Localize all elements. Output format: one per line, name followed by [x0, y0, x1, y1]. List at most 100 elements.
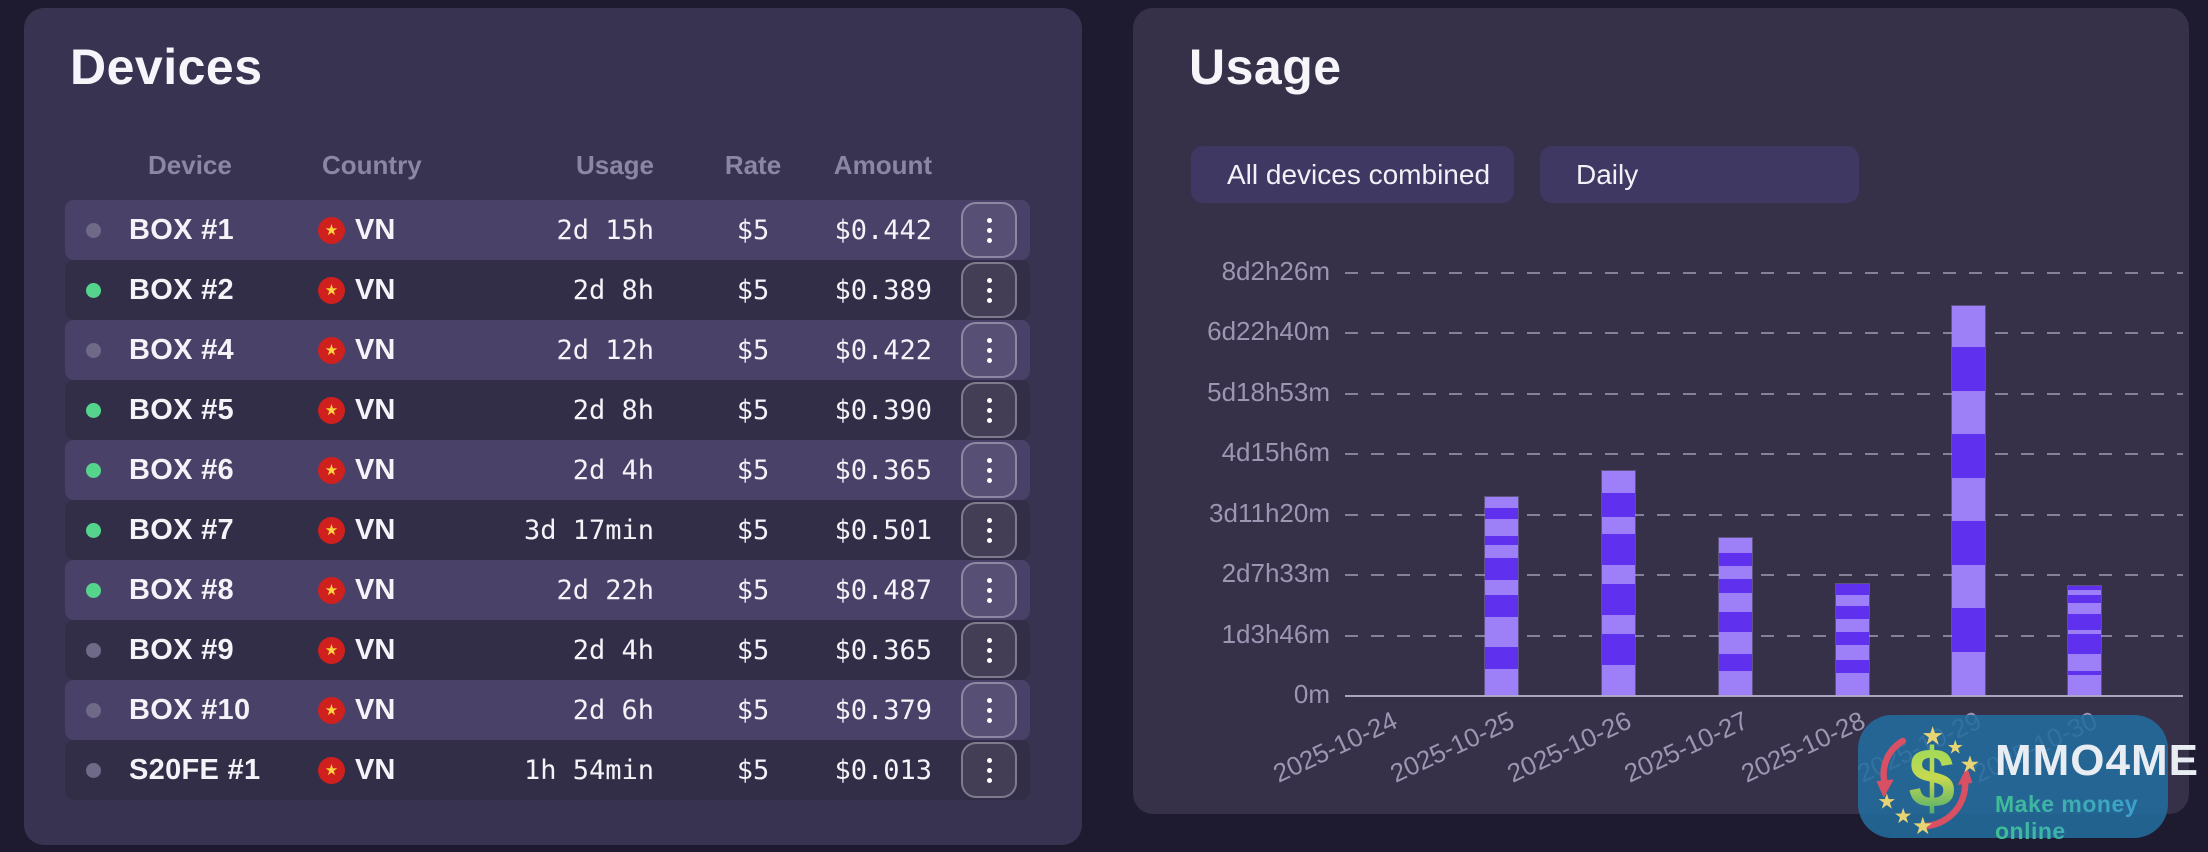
- status-cell: [85, 380, 101, 440]
- row-actions-kebab-button[interactable]: [961, 262, 1017, 318]
- usage-bar-segment: [1484, 557, 1518, 580]
- vietnam-flag-icon: ★: [318, 696, 345, 724]
- usage-bar-segment: [1718, 566, 1752, 580]
- usage-bar-segment: [2067, 594, 2101, 604]
- usage-bar-segment: [1718, 612, 1752, 632]
- usage-bar-2025-10-28[interactable]: [1835, 584, 1869, 695]
- amount-value: $0.365: [834, 454, 932, 486]
- svg-text:★: ★: [1877, 791, 1896, 814]
- country-cell: ★ VN: [318, 320, 395, 380]
- gridline: [1345, 634, 2183, 637]
- country-code: VN: [355, 633, 396, 666]
- usage-bar-segment: [2067, 633, 2101, 654]
- period-filter-select[interactable]: Daily: [1540, 146, 1859, 203]
- usage-bar-segment: [2067, 586, 2101, 591]
- vietnam-flag-icon: ★: [318, 456, 345, 484]
- usage-bar-segment: [1951, 651, 1985, 695]
- rate-value: $5: [736, 394, 770, 426]
- status-dot-offline: [85, 342, 101, 358]
- device-name: BOX #9: [129, 633, 234, 666]
- usage-bar-segment: [1484, 668, 1518, 695]
- table-row: BOX #9 ★ VN 2d 4h $5 $0.365: [65, 620, 1030, 680]
- country-code: VN: [355, 513, 396, 546]
- row-actions-kebab-button[interactable]: [961, 382, 1017, 438]
- device-name: BOX #1: [129, 213, 234, 246]
- svg-text:★: ★: [1894, 805, 1913, 828]
- usage-panel: Usage All devices combined Daily 0m 1d3h4…: [1133, 8, 2189, 814]
- gridline: [1345, 574, 2183, 577]
- row-actions-kebab-button[interactable]: [961, 442, 1017, 498]
- country-cell: ★ VN: [318, 380, 395, 440]
- table-row: BOX #7 ★ VN 3d 17min $5 $0.501: [65, 500, 1030, 560]
- x-axis-line: [1345, 695, 2183, 697]
- amount-value: $0.442: [834, 214, 932, 246]
- usage-bar-segment: [1951, 521, 1985, 565]
- table-row: BOX #8 ★ VN 2d 22h $5 $0.487: [65, 560, 1030, 620]
- usage-bar-segment: [1601, 584, 1635, 615]
- usage-bar-2025-10-29[interactable]: [1951, 306, 1985, 695]
- status-dot-online: [85, 582, 101, 598]
- row-actions-kebab-button[interactable]: [961, 622, 1017, 678]
- status-dot-offline: [85, 762, 101, 778]
- row-actions-kebab-button[interactable]: [961, 202, 1017, 258]
- usage-bar-2025-10-26[interactable]: [1601, 471, 1635, 695]
- row-actions-kebab-button[interactable]: [961, 682, 1017, 738]
- vietnam-flag-icon: ★: [318, 216, 345, 244]
- gridline: [1345, 453, 2183, 456]
- mmo4me-logo-dollar-icon: ★ ★ ★ ★ ★ ★ $: [1876, 723, 1980, 838]
- status-dot-online: [85, 282, 101, 298]
- usage-value: 3d 17min: [523, 514, 654, 546]
- usage-bar-segment: [1484, 594, 1518, 617]
- status-dot-offline: [85, 702, 101, 718]
- usage-value: 1h 54min: [523, 754, 654, 786]
- status-dot-online: [85, 522, 101, 538]
- country-code: VN: [355, 393, 396, 426]
- y-axis-tick-label: 5d18h53m: [1207, 376, 1330, 407]
- usage-value: 2d 15h: [556, 214, 654, 246]
- country-cell: ★ VN: [318, 740, 395, 800]
- y-axis-tick-label: 4d15h6m: [1221, 437, 1330, 468]
- usage-bar-segment: [1835, 618, 1869, 632]
- usage-bar-segment: [1951, 390, 1985, 435]
- vietnam-flag-icon: ★: [318, 636, 345, 664]
- usage-bar-segment: [1484, 647, 1518, 669]
- watermark-title: MMO4ME: [1995, 736, 2199, 785]
- row-actions-kebab-button[interactable]: [961, 502, 1017, 558]
- vietnam-flag-icon: ★: [318, 516, 345, 544]
- gridline: [1345, 392, 2183, 395]
- amount-value: $0.389: [834, 274, 932, 306]
- usage-bar-segment: [1484, 616, 1518, 648]
- usage-bar-segment: [1718, 653, 1752, 672]
- row-actions-kebab-button[interactable]: [961, 742, 1017, 798]
- usage-bar-segment: [2067, 675, 2101, 695]
- usage-bar-segment: [1835, 605, 1869, 619]
- usage-bar-segment: [1951, 306, 1985, 348]
- device-name: BOX #6: [129, 453, 234, 486]
- usage-bar-2025-10-27[interactable]: [1718, 538, 1752, 695]
- row-actions-kebab-button[interactable]: [961, 562, 1017, 618]
- svg-text:★: ★: [1921, 723, 1944, 751]
- usage-bar-2025-10-30[interactable]: [2067, 586, 2101, 695]
- country-cell: ★ VN: [318, 680, 395, 740]
- gridline: [1345, 271, 2183, 274]
- country-cell: ★ VN: [318, 440, 395, 500]
- usage-bar-segment: [1951, 477, 1985, 522]
- row-actions-kebab-button[interactable]: [961, 322, 1017, 378]
- country-code: VN: [355, 213, 396, 246]
- vietnam-flag-icon: ★: [318, 756, 345, 784]
- usage-bar-segment: [1601, 664, 1635, 695]
- rate-value: $5: [736, 214, 770, 246]
- devices-table-body: BOX #1 ★ VN 2d 15h $5 $0.442 BOX #2 ★ VN 2d 8h $5 $…: [65, 200, 1030, 800]
- usage-value: 2d 22h: [556, 574, 654, 606]
- amount-value: $0.390: [834, 394, 932, 426]
- y-axis-tick-label: 0m: [1293, 679, 1330, 709]
- usage-bar-segment: [1951, 347, 1985, 391]
- status-cell: [85, 560, 101, 620]
- usage-bar-2025-10-25[interactable]: [1484, 497, 1518, 695]
- status-cell: [85, 620, 101, 680]
- rate-value: $5: [736, 574, 770, 606]
- device-filter-select[interactable]: All devices combined: [1191, 146, 1514, 203]
- status-cell: [85, 200, 101, 260]
- y-axis-tick-label: 6d22h40m: [1207, 316, 1330, 347]
- column-header-device: Device: [148, 150, 232, 180]
